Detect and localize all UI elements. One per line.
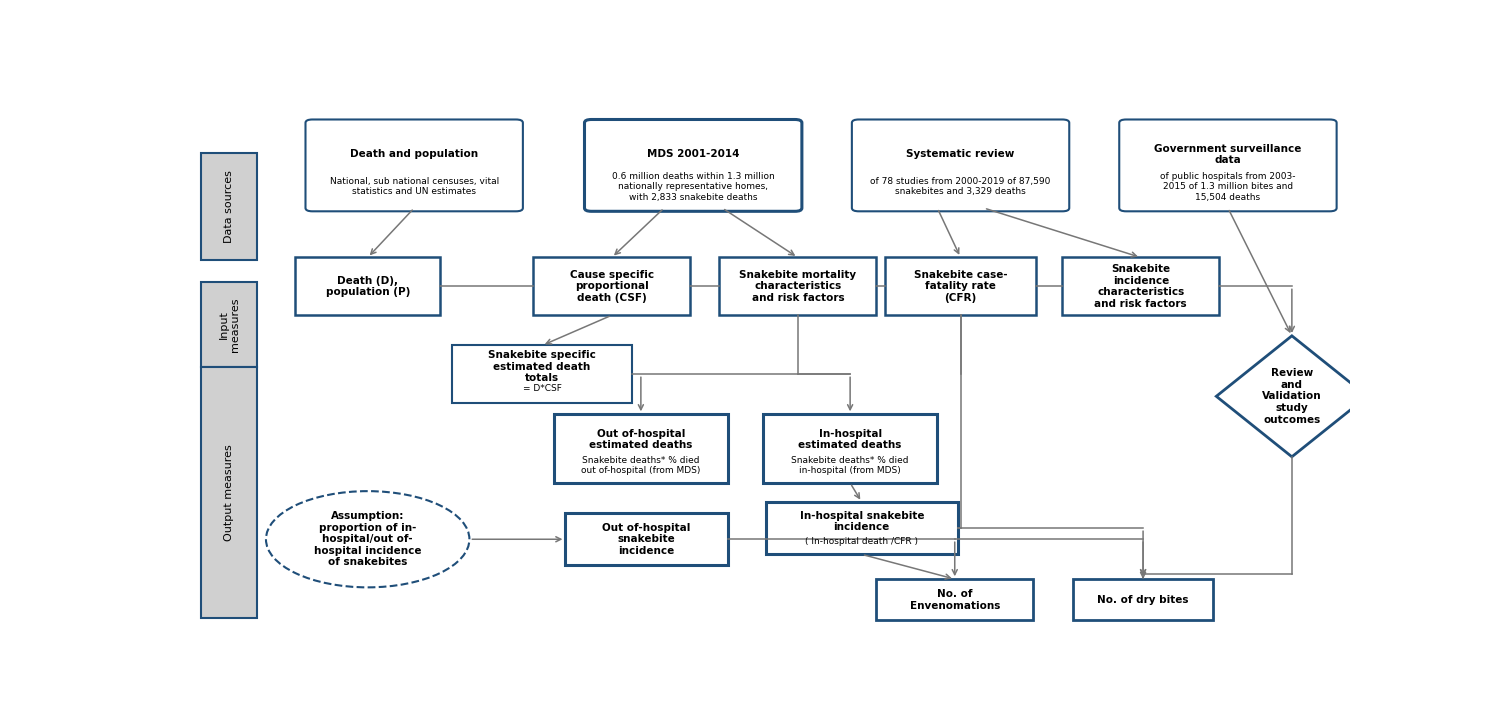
FancyBboxPatch shape [452,346,632,403]
Text: Snakebite deaths* % died
in-hospital (from MDS): Snakebite deaths* % died in-hospital (fr… [792,456,909,476]
Text: Snakebite deaths* % died
out of-hospital (from MDS): Snakebite deaths* % died out of-hospital… [580,456,700,476]
Text: = D*CSF: = D*CSF [522,384,561,393]
Text: 0.6 million deaths within 1.3 million
nationally representative homes,
with 2,83: 0.6 million deaths within 1.3 million na… [612,172,774,201]
Text: Snakebite specific
estimated death
totals: Snakebite specific estimated death total… [488,350,596,383]
Text: In-hospital snakebite
incidence: In-hospital snakebite incidence [800,511,924,532]
FancyBboxPatch shape [766,502,957,554]
Text: Snakebite case-
fatality rate
(CFR): Snakebite case- fatality rate (CFR) [914,270,1008,303]
Text: No. of dry bites: No. of dry bites [1098,595,1190,605]
Text: Out of-hospital
estimated deaths: Out of-hospital estimated deaths [590,429,693,451]
FancyBboxPatch shape [201,153,258,260]
FancyBboxPatch shape [534,258,690,315]
FancyBboxPatch shape [885,258,1036,315]
Text: Out of-hospital
snakebite
incidence: Out of-hospital snakebite incidence [603,523,692,555]
FancyBboxPatch shape [1062,258,1220,315]
Text: National, sub national censuses, vital
statistics and UN estimates: National, sub national censuses, vital s… [330,177,500,196]
Text: of public hospitals from 2003-
2015 of 1.3 million bites and
15,504 deaths: of public hospitals from 2003- 2015 of 1… [1160,172,1296,201]
FancyBboxPatch shape [852,119,1070,211]
FancyBboxPatch shape [720,258,876,315]
FancyBboxPatch shape [566,513,728,565]
FancyBboxPatch shape [201,282,258,368]
Text: In-hospital
estimated deaths: In-hospital estimated deaths [798,429,901,451]
FancyBboxPatch shape [876,579,1034,620]
Text: Death (D),
population (P): Death (D), population (P) [326,276,410,297]
FancyBboxPatch shape [296,258,441,315]
Text: Cause specific
proportional
death (CSF): Cause specific proportional death (CSF) [570,270,654,303]
FancyBboxPatch shape [585,119,802,211]
FancyBboxPatch shape [1119,119,1336,211]
FancyBboxPatch shape [306,119,524,211]
Text: Death and population: Death and population [350,149,478,159]
FancyBboxPatch shape [201,368,258,618]
Text: No. of
Envenomations: No. of Envenomations [909,589,1001,610]
Ellipse shape [266,491,470,588]
FancyBboxPatch shape [764,414,938,483]
Text: Assumption:
proportion of in-
hospital/out of-
hospital incidence
of snakebites: Assumption: proportion of in- hospital/o… [314,511,422,568]
Text: MDS 2001-2014: MDS 2001-2014 [646,149,740,159]
Text: of 78 studies from 2000-2019 of 87,590
snakebites and 3,329 deaths: of 78 studies from 2000-2019 of 87,590 s… [870,177,1050,196]
Text: ( In-hospital death /CFR ): ( In-hospital death /CFR ) [806,537,918,545]
FancyBboxPatch shape [554,414,728,483]
Text: Snakebite
incidence
characteristics
and risk factors: Snakebite incidence characteristics and … [1095,264,1186,308]
Text: Data sources: Data sources [225,170,234,243]
Polygon shape [1216,336,1368,457]
Text: Government surveillance
data: Government surveillance data [1155,144,1302,165]
FancyBboxPatch shape [1074,579,1214,620]
Text: Review
and
Validation
study
outcomes: Review and Validation study outcomes [1262,368,1322,425]
Text: Input
measures: Input measures [219,298,240,352]
Text: Output measures: Output measures [225,444,234,541]
Text: Systematic review: Systematic review [906,149,1014,159]
Text: Snakebite mortality
characteristics
and risk factors: Snakebite mortality characteristics and … [740,270,856,303]
